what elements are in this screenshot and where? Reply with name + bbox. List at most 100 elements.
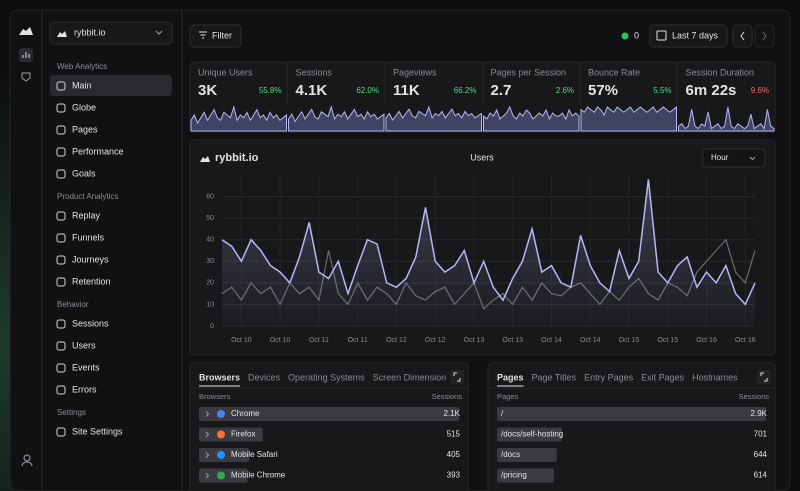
tab[interactable]: Page Titles [532,372,577,382]
expand-button[interactable] [450,370,464,384]
row-bar[interactable] [199,407,459,421]
y-tick-label: 60 [206,193,214,200]
nav-item[interactable]: Goals [72,168,96,178]
stat-label: Pageviews [393,67,437,77]
tab[interactable]: Screen Dimension [373,372,447,382]
stat-value: 4.1K [296,82,328,99]
nav-icon [56,255,66,265]
row-bar[interactable] [497,407,766,421]
nav-icon [56,277,66,287]
tab[interactable]: Exit Pages [641,372,685,382]
table-panel [487,362,776,491]
row-bar[interactable] [497,468,554,483]
row-label: /docs/self-hosting [501,430,563,439]
sparkline [190,105,287,132]
tab[interactable]: Browsers [199,372,240,382]
nav-item[interactable]: Users [72,340,96,350]
row-value: 614 [754,471,768,480]
nav-icon [56,103,66,113]
expand-icon [453,372,461,382]
calendar-icon [656,30,667,41]
nav-item[interactable]: Sessions [72,318,109,328]
row-label: Mobile Chrome [231,471,286,480]
online-count: 0 [634,30,639,40]
stat-value: 6m 22s [686,82,737,99]
online-dot [621,32,629,40]
row-label: /docs [501,450,520,459]
stat-change: 66.2% [454,86,477,95]
y-tick-label: 0 [210,323,214,330]
x-tick-label: Oct 14 [541,337,562,344]
row-bar[interactable] [497,427,563,442]
sparkline [385,105,482,132]
nav-icon [56,81,66,91]
stat-label: Unique Users [198,67,253,77]
row-value: 393 [447,471,461,480]
tab[interactable]: Pages [497,372,524,382]
chart-logo [200,156,210,162]
x-tick-label: Oct 10 [231,337,252,344]
row-bar[interactable] [199,427,263,442]
nav-item[interactable]: Funnels [72,232,105,242]
expand-chevron [205,472,210,479]
nav-item[interactable]: Site Settings [72,426,123,436]
column-header: Browsers [199,392,231,401]
row-bar[interactable] [497,448,557,462]
chevron [155,30,163,35]
area [222,179,755,326]
sparkline [678,106,775,132]
interval-select[interactable] [702,148,766,168]
row-value: 405 [447,450,461,459]
nav-item[interactable]: Performance [72,146,124,156]
nav-item[interactable]: Replay [72,210,101,220]
nav-item[interactable]: Retention [72,276,111,286]
line [221,179,756,306]
stat-value: 2.7 [491,82,512,99]
filter-icon [199,31,207,39]
stat-change: 2.6% [556,86,574,95]
nav-item[interactable]: Journeys [72,254,109,264]
tab[interactable]: Entry Pages [584,372,634,382]
sparkline [288,105,385,132]
tab[interactable]: Hostnames [692,372,738,382]
nav-section-title: Settings [57,408,86,417]
row-label: Mobile Safari [231,450,278,459]
browser-icon [217,471,225,480]
next-icon [762,31,767,41]
date-range[interactable] [649,24,728,48]
nav-icon [56,363,66,373]
row-value: 701 [754,430,768,439]
column-header: Sessions [432,392,463,401]
prev-button[interactable] [732,24,753,48]
rail-icon-shield[interactable] [21,72,31,82]
expand-chevron [205,431,210,438]
nav-item[interactable]: Main [72,80,92,90]
date-range-label: Last 7 days [672,30,719,40]
nav-item[interactable]: Globe [72,102,96,112]
nav-icon [56,341,66,351]
x-tick-label: Oct 12 [425,337,446,344]
site-name: rybbit.io [74,27,106,37]
table-panel [189,362,469,491]
x-tick-label: Oct 12 [386,337,407,344]
row-value: 515 [447,430,461,439]
stat-value: 57% [588,82,618,99]
nav-section-title: Product Analytics [57,192,118,201]
stat-value: 3K [198,82,217,99]
nav-item[interactable]: Events [72,362,100,372]
site-selector[interactable] [49,21,173,45]
filter-button[interactable] [189,24,242,48]
nav-section-title: Behavior [57,300,89,309]
nav-icon [56,319,66,329]
rail-icon-user[interactable] [23,454,31,462]
expand-icon [760,372,768,382]
expand-button[interactable] [757,370,771,384]
nav-item[interactable]: Errors [72,384,97,394]
nav-item-active[interactable] [50,75,172,96]
row-value: 2.9K [751,409,768,418]
tab[interactable]: Devices [248,372,281,382]
next-button[interactable] [754,24,775,48]
nav-item[interactable]: Pages [72,124,98,134]
tab[interactable]: Operating Systems [288,372,365,382]
